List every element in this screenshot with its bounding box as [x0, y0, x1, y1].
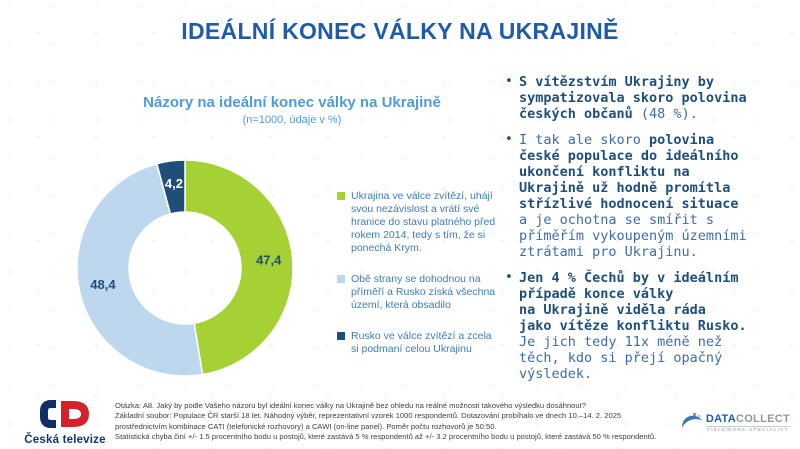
- bullet-text-regular: (48 %).: [632, 106, 698, 122]
- bullet-text-bold: polovina české populace do ideálního uko…: [519, 132, 739, 212]
- datacollect-wordmark-data: DATA: [705, 413, 736, 425]
- bullet-text-regular: a je ochotna se smířit s příměřím vykoup…: [519, 212, 747, 260]
- bullet-dot-icon: •: [505, 74, 513, 89]
- donut-chart: 47,4 48,4 4,2: [65, 148, 305, 388]
- legend-item: Ukrajina ve válce zvítězí, uhájí svou ne…: [337, 190, 500, 255]
- legend-marker-square-icon: [337, 332, 345, 340]
- datacollect-swoosh-icon: [681, 413, 702, 428]
- bullet-item: • I tak ale skoro polovina české populac…: [505, 132, 797, 260]
- legend-marker-square-icon: [337, 192, 345, 200]
- chart-subtitle: (n=1000, údaje v %): [242, 114, 342, 126]
- donut-slice-value-label: 48,4: [90, 277, 116, 292]
- donut-slice-value-label: 47,4: [256, 253, 282, 268]
- bullet-text-bold: S vítězstvím Ukrajiny by sympatizovala s…: [519, 74, 747, 122]
- legend-label: Rusko ve válce zvítězí a zcela si podman…: [351, 330, 492, 355]
- bullet-text-regular: Je jich tedy 11x méně než těch, kdo si p…: [519, 334, 723, 382]
- bullet-text: S vítězstvím Ukrajiny by sympatizovala s…: [519, 74, 797, 122]
- bullet-dot-icon: •: [505, 270, 513, 285]
- bullet-text-regular: I tak ale skoro: [519, 132, 650, 148]
- legend-item: Obě strany se dohodnou na příměří a Rusk…: [337, 273, 500, 312]
- page-title: IDEÁLNÍ KONEC VÁLKY NA UKRAJINĚ: [181, 18, 619, 44]
- donut-slice-value-label: 4,2: [165, 176, 183, 191]
- datacollect-tagline: FIELDWORK SPECIALIST: [705, 426, 790, 433]
- chart-title: Názory na ideální konec války na Ukrajin…: [143, 94, 441, 111]
- footer-line: Statistická chyba činí +/- 1.5 procentní…: [115, 431, 657, 441]
- legend-label: Ukrajina ve válce zvítězí, uhájí svou ne…: [351, 190, 496, 254]
- methodology-note: Otázka: A8. Jaký by podle Vašeho názoru …: [115, 401, 695, 442]
- legend-item: Rusko ve válce zvítězí a zcela si podman…: [337, 330, 500, 356]
- ceska-televize-logo-label: Česká televize: [24, 434, 106, 446]
- chart-header: Názory na ideální konec války na Ukrajin…: [72, 94, 512, 126]
- insights-panel: • S vítězstvím Ukrajiny by sympatizovala…: [505, 74, 797, 392]
- datacollect-wordmark: DATACOLLECT FIELDWORK SPECIALIST: [705, 413, 790, 433]
- datacollect-wordmark-collect: COLLECT: [735, 413, 790, 425]
- bullet-item: • S vítězstvím Ukrajiny by sympatizovala…: [505, 74, 797, 122]
- ceska-televize-logo-icon: [40, 400, 89, 428]
- bullet-dot-icon: •: [505, 132, 513, 147]
- donut-slice: [156, 159, 186, 215]
- bullet-text: Jen 4 % Čechů by v ideálním případě konc…: [519, 270, 797, 382]
- datacollect-logo: DATACOLLECT FIELDWORK SPECIALIST: [681, 413, 790, 433]
- donut-slice: [184, 159, 294, 376]
- footer-line: Otázka: A8. Jaký by podle Vašeho názoru …: [115, 401, 586, 410]
- footer-line: prostřednictvím kombinace CATI (telefoni…: [115, 421, 497, 431]
- bullet-text: I tak ale skoro polovina české populace …: [519, 132, 797, 260]
- footer-line: Základní soubor: Populace ČR starší 18 l…: [115, 411, 622, 421]
- chart-legend: Ukrajina ve válce zvítězí, uhájí svou ne…: [337, 190, 500, 374]
- bullet-text-bold: Jen 4 % Čechů by v ideálním případě konc…: [519, 270, 747, 334]
- ceska-televize-logo: Česká televize: [20, 399, 110, 446]
- donut-slice: [76, 162, 204, 377]
- legend-label: Obě strany se dohodnou na příměří a Rusk…: [351, 273, 496, 311]
- legend-marker-square-icon: [337, 275, 345, 283]
- bullet-item: • Jen 4 % Čechů by v ideálním případě ko…: [505, 270, 797, 382]
